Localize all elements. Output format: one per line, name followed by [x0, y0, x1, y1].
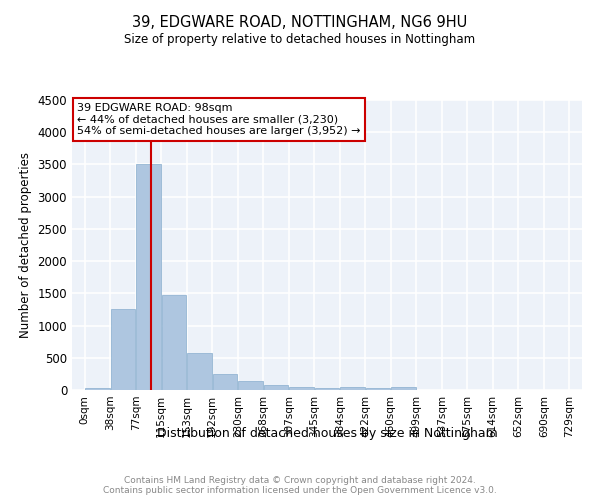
Bar — [391, 387, 416, 390]
Bar — [315, 388, 339, 390]
Bar — [340, 388, 365, 390]
Bar — [264, 385, 288, 390]
Bar — [162, 294, 186, 390]
Y-axis label: Number of detached properties: Number of detached properties — [19, 152, 32, 338]
Bar — [366, 388, 390, 390]
Text: 39, EDGWARE ROAD, NOTTINGHAM, NG6 9HU: 39, EDGWARE ROAD, NOTTINGHAM, NG6 9HU — [133, 15, 467, 30]
Bar — [187, 354, 212, 390]
Bar — [85, 388, 110, 390]
Text: 39 EDGWARE ROAD: 98sqm
← 44% of detached houses are smaller (3,230)
54% of semi-: 39 EDGWARE ROAD: 98sqm ← 44% of detached… — [77, 103, 361, 136]
Bar — [289, 387, 314, 390]
Bar — [111, 309, 135, 390]
Text: Distribution of detached houses by size in Nottingham: Distribution of detached houses by size … — [157, 428, 497, 440]
Text: Size of property relative to detached houses in Nottingham: Size of property relative to detached ho… — [124, 32, 476, 46]
Text: Contains HM Land Registry data © Crown copyright and database right 2024.
Contai: Contains HM Land Registry data © Crown c… — [103, 476, 497, 495]
Bar — [238, 382, 263, 390]
Bar — [213, 374, 237, 390]
Bar — [136, 164, 161, 390]
